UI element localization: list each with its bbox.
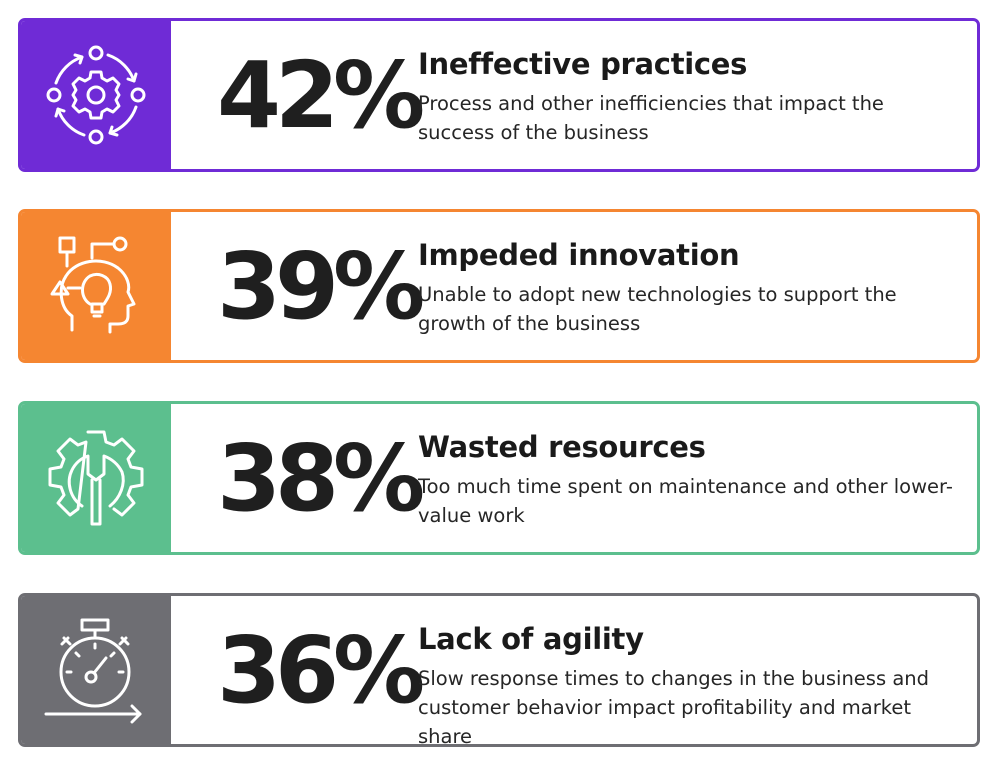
stat-card-wasted-resources: 38% Wasted resources Too much time spent… <box>18 401 980 555</box>
stat-title: Wasted resources <box>418 430 706 464</box>
card-icon-panel <box>21 596 171 744</box>
stat-description: Unable to adopt new technologies to supp… <box>418 283 897 335</box>
card-text: Wasted resources Too much time spent on … <box>418 430 957 530</box>
stat-title: Ineffective practices <box>418 47 748 81</box>
card-text: Lack of agility Slow response times to c… <box>418 622 957 747</box>
stat-card-ineffective-practices: 42% Ineffective practices Process and ot… <box>18 18 980 172</box>
stat-description: Too much time spent on maintenance and o… <box>418 475 953 527</box>
card-icon-panel <box>21 404 171 552</box>
card-text: Ineffective practices Process and other … <box>418 47 957 147</box>
stat-description: Slow response times to changes in the bu… <box>418 667 929 747</box>
stat-percentage: 39% <box>217 232 425 340</box>
card-icon-panel <box>21 212 171 360</box>
card-icon-panel <box>21 21 171 169</box>
head-lightbulb-icon <box>50 236 136 334</box>
stat-description: Process and other inefficiencies that im… <box>418 92 884 144</box>
card-text: Impeded innovation Unable to adopt new t… <box>418 238 957 338</box>
process-cycle-gear-icon <box>46 45 146 145</box>
gear-wrench-icon <box>48 430 144 526</box>
stopwatch-icon <box>44 618 142 724</box>
stat-card-impeded-innovation: 39% Impeded innovation Unable to adopt n… <box>18 209 980 363</box>
stat-card-lack-of-agility: 36% Lack of agility Slow response times … <box>18 593 980 747</box>
stat-percentage: 36% <box>217 616 425 724</box>
stat-title: Lack of agility <box>418 622 644 656</box>
stat-percentage: 38% <box>217 424 425 532</box>
stat-percentage: 42% <box>217 41 425 149</box>
stat-title: Impeded innovation <box>418 238 740 272</box>
